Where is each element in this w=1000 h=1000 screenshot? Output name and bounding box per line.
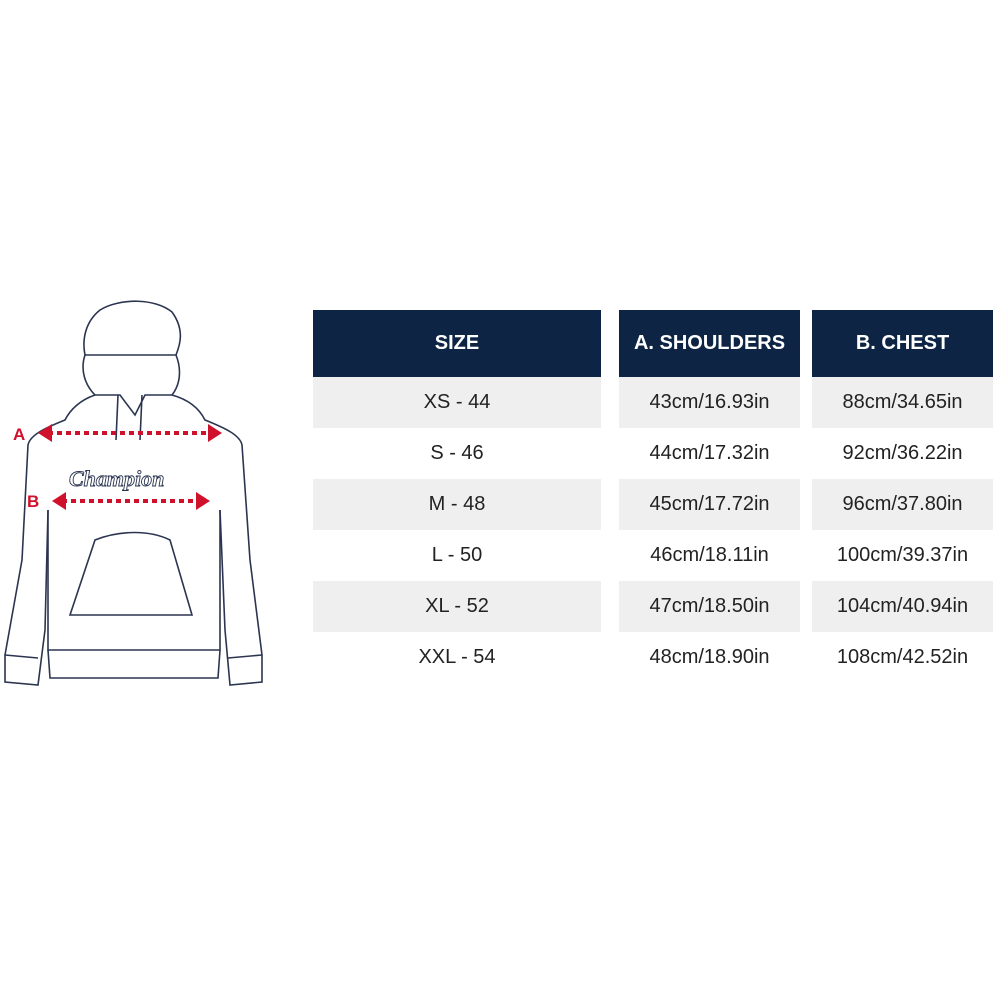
cell-chest: 88cm/34.65in [812, 377, 993, 428]
cell-size: XS - 44 [313, 377, 601, 428]
cell-shoulders: 43cm/16.93in [619, 377, 800, 428]
measure-b-arrow [52, 492, 210, 510]
marker-b-label: B [27, 492, 39, 511]
cell-chest: 108cm/42.52in [836, 646, 969, 668]
hoodie-diagram: Champion A B [4, 300, 263, 686]
champion-logo: Champion [69, 466, 164, 491]
measure-a-arrow [38, 424, 222, 442]
shoulders-column: A. SHOULDERS 43cm/16.93in 44cm/17.32in 4… [619, 310, 800, 683]
hoodie-outline [4, 300, 263, 686]
header-chest: B. CHEST [812, 310, 993, 377]
cell-size: L - 50 [431, 544, 483, 566]
cell-chest: 104cm/40.94in [812, 581, 993, 632]
cell-chest: 96cm/37.80in [812, 479, 993, 530]
cell-size: XL - 52 [313, 581, 601, 632]
size-column: SIZE XS - 44 S - 46 M - 48 L - 50 XL - 5… [313, 310, 601, 683]
marker-a-label: A [13, 425, 25, 444]
cell-chest: 100cm/39.37in [836, 544, 969, 566]
cell-shoulders: 46cm/18.11in [650, 544, 769, 566]
cell-chest: 92cm/36.22in [842, 442, 963, 464]
header-size: SIZE [313, 310, 601, 377]
cell-shoulders: 44cm/17.32in [649, 442, 770, 464]
cell-size: XXL - 54 [418, 646, 496, 668]
cell-shoulders: 45cm/17.72in [619, 479, 800, 530]
cell-size: S - 46 [430, 442, 484, 464]
header-shoulders: A. SHOULDERS [619, 310, 800, 377]
cell-shoulders: 48cm/18.90in [649, 646, 770, 668]
cell-shoulders: 47cm/18.50in [619, 581, 800, 632]
chest-column: B. CHEST 88cm/34.65in 92cm/36.22in 96cm/… [812, 310, 993, 683]
cell-size: M - 48 [313, 479, 601, 530]
